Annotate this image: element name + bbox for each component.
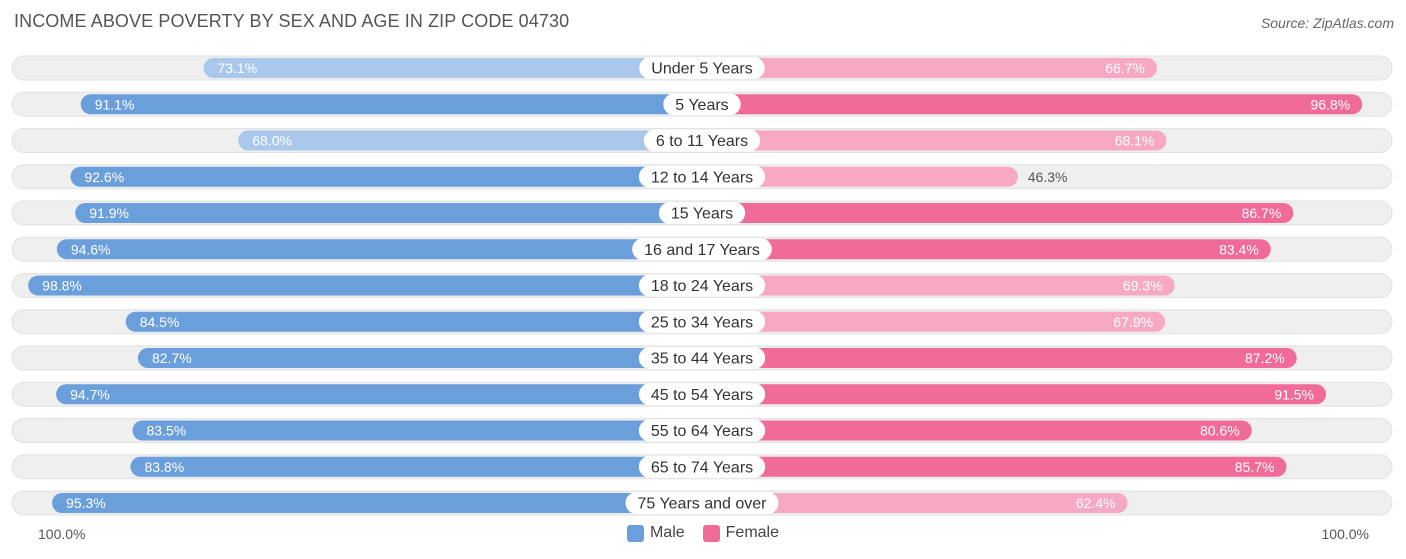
bar-male bbox=[80, 94, 702, 115]
category-pill bbox=[639, 57, 765, 79]
value-label-male: 98.8% bbox=[42, 278, 82, 294]
value-label-male: 82.7% bbox=[152, 350, 192, 366]
value-label-female: 68.1% bbox=[1115, 133, 1155, 149]
legend-swatch-female bbox=[702, 524, 720, 542]
bar-female bbox=[702, 203, 1294, 223]
value-label-female: 86.7% bbox=[1242, 205, 1282, 221]
bar-female bbox=[702, 94, 1363, 115]
bar-male bbox=[137, 348, 703, 368]
value-label-female: 62.4% bbox=[1076, 495, 1116, 511]
value-label-male: 92.6% bbox=[84, 169, 124, 185]
value-label-female: 66.7% bbox=[1105, 60, 1145, 76]
category-pill bbox=[638, 383, 766, 406]
bar-male bbox=[203, 58, 702, 78]
value-label-female: 96.8% bbox=[1310, 96, 1350, 112]
value-label-male: 94.7% bbox=[70, 386, 110, 402]
bar-male bbox=[130, 456, 702, 477]
value-label-male: 83.8% bbox=[144, 459, 184, 475]
value-label-male: 73.1% bbox=[217, 60, 257, 76]
value-label-female: 67.9% bbox=[1113, 314, 1153, 330]
bar-female bbox=[702, 493, 1128, 513]
bar-female bbox=[702, 311, 1166, 332]
legend-label-male: Male bbox=[649, 524, 685, 541]
value-label-female: 69.3% bbox=[1123, 278, 1163, 294]
category-label: 55 to 64 Years bbox=[651, 423, 753, 440]
value-label-female: 85.7% bbox=[1235, 459, 1275, 475]
value-label-female: 46.3% bbox=[1028, 169, 1068, 185]
category-pill bbox=[638, 310, 766, 333]
category-pill bbox=[632, 238, 772, 261]
category-pill bbox=[638, 165, 766, 188]
category-label: 12 to 14 Years bbox=[651, 169, 753, 186]
bar-female bbox=[702, 348, 1297, 368]
legend: Male Female bbox=[0, 524, 1406, 542]
value-label-female: 80.6% bbox=[1200, 423, 1240, 439]
legend-label-female: Female bbox=[725, 524, 780, 541]
category-label: Under 5 Years bbox=[651, 61, 752, 78]
value-label-female: 87.2% bbox=[1245, 350, 1285, 366]
bar-male bbox=[75, 203, 702, 223]
category-pill bbox=[663, 93, 741, 116]
chart-title: INCOME ABOVE POVERTY BY SEX AND AGE IN Z… bbox=[14, 11, 570, 31]
legend-item-male[interactable]: Male bbox=[626, 524, 685, 542]
value-label-female: 91.5% bbox=[1274, 386, 1314, 402]
category-pill bbox=[638, 419, 766, 442]
category-label: 45 to 54 Years bbox=[651, 387, 753, 404]
value-label-male: 83.5% bbox=[147, 423, 187, 439]
bar-male bbox=[28, 275, 702, 296]
category-pill bbox=[643, 129, 761, 152]
value-label-male: 95.3% bbox=[66, 495, 106, 511]
bar-male bbox=[125, 311, 702, 332]
bar-female bbox=[702, 456, 1287, 477]
category-label: 16 and 17 Years bbox=[644, 242, 760, 259]
chart-canvas: 73.1% 66.7% Under 5 Years 91.1% 96.8% 5 Years… bbox=[11, 55, 1393, 516]
category-label: 6 to 11 Years bbox=[656, 133, 748, 150]
bar-female bbox=[702, 58, 1157, 78]
category-label: 35 to 44 Years bbox=[651, 351, 753, 368]
category-label: 15 Years bbox=[671, 206, 733, 223]
bar-male bbox=[52, 493, 702, 513]
bar-male bbox=[56, 384, 703, 405]
axis-left-label: 100.0% bbox=[38, 526, 86, 542]
bar-female bbox=[702, 166, 1018, 187]
category-label: 5 Years bbox=[675, 97, 728, 114]
bar-female bbox=[702, 275, 1175, 296]
source-credit: Source: ZipAtlas.com bbox=[1260, 15, 1394, 31]
bar-male bbox=[70, 166, 702, 187]
bar-female bbox=[702, 130, 1167, 151]
category-pill bbox=[625, 492, 779, 514]
bar-male bbox=[56, 239, 702, 260]
legend-swatch-male bbox=[626, 524, 644, 542]
category-pill bbox=[638, 274, 766, 297]
category-pill bbox=[638, 455, 766, 478]
bar-male bbox=[238, 130, 703, 151]
value-label-male: 68.0% bbox=[252, 133, 292, 149]
bar-female bbox=[702, 384, 1327, 405]
bar-female bbox=[702, 239, 1271, 260]
axis-right-label: 100.0% bbox=[1321, 526, 1369, 542]
category-label: 18 to 24 Years bbox=[651, 278, 753, 295]
category-label: 25 to 34 Years bbox=[651, 314, 753, 331]
category-label: 65 to 74 Years bbox=[651, 459, 753, 476]
value-label-male: 84.5% bbox=[140, 314, 180, 330]
value-label-male: 94.6% bbox=[71, 241, 111, 257]
value-label-male: 91.1% bbox=[95, 96, 135, 112]
bar-male bbox=[132, 420, 702, 441]
category-label: 75 Years and over bbox=[638, 496, 768, 513]
value-label-female: 83.4% bbox=[1219, 241, 1259, 257]
category-pill bbox=[658, 202, 746, 224]
bar-female bbox=[702, 420, 1252, 441]
legend-item-female[interactable]: Female bbox=[702, 524, 780, 542]
value-label-male: 91.9% bbox=[89, 205, 129, 221]
category-pill bbox=[638, 347, 766, 369]
